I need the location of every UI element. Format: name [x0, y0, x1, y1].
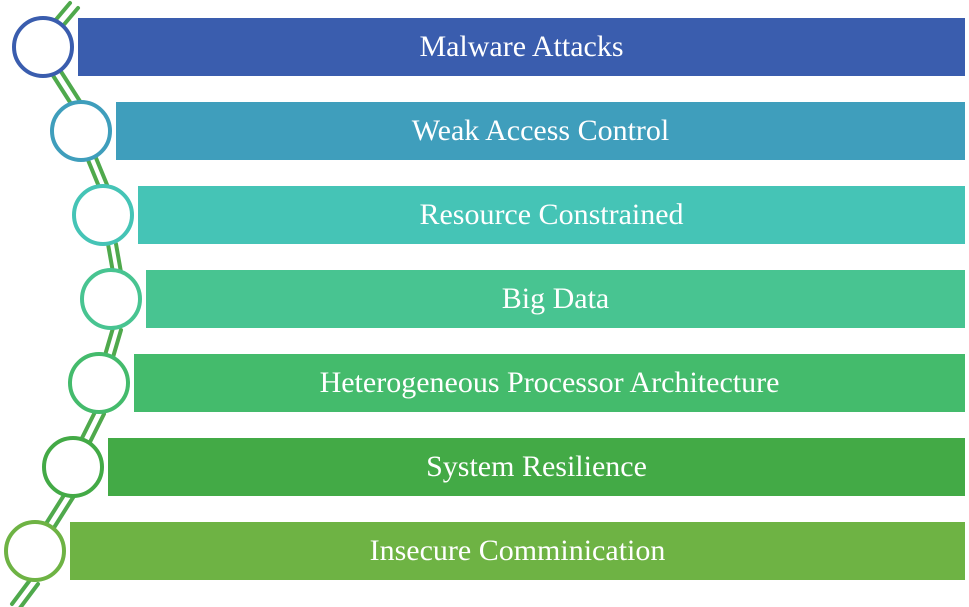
item-label: Big Data — [502, 282, 609, 316]
list-item: Heterogeneous Processor Architecture — [0, 354, 969, 412]
item-marker-circle — [68, 352, 130, 414]
list-item: Weak Access Control — [0, 102, 969, 160]
list-item: Malware Attacks — [0, 18, 969, 76]
item-label: Weak Access Control — [412, 114, 670, 148]
item-marker-circle — [50, 100, 112, 162]
item-bar: Big Data — [146, 270, 965, 328]
item-bar: Heterogeneous Processor Architecture — [134, 354, 965, 412]
item-bar: Weak Access Control — [116, 102, 965, 160]
list-item: System Resilience — [0, 438, 969, 496]
item-label: Insecure Comminication — [370, 534, 666, 568]
item-label: Malware Attacks — [419, 30, 623, 64]
item-marker-circle — [42, 436, 104, 498]
item-bar: Malware Attacks — [78, 18, 965, 76]
diagram-canvas: Malware Attacks Weak Access Control Resour… — [0, 0, 969, 607]
item-label: System Resilience — [426, 450, 647, 484]
item-marker-circle — [12, 16, 74, 78]
item-bar: System Resilience — [108, 438, 965, 496]
item-marker-circle — [4, 520, 66, 582]
list-item: Resource Constrained — [0, 186, 969, 244]
item-bar: Resource Constrained — [138, 186, 965, 244]
list-item: Insecure Comminication — [0, 522, 969, 580]
list-item: Big Data — [0, 270, 969, 328]
item-marker-circle — [80, 268, 142, 330]
item-marker-circle — [72, 184, 134, 246]
item-bar: Insecure Comminication — [70, 522, 965, 580]
item-label: Resource Constrained — [419, 198, 683, 232]
item-label: Heterogeneous Processor Architecture — [320, 366, 780, 400]
